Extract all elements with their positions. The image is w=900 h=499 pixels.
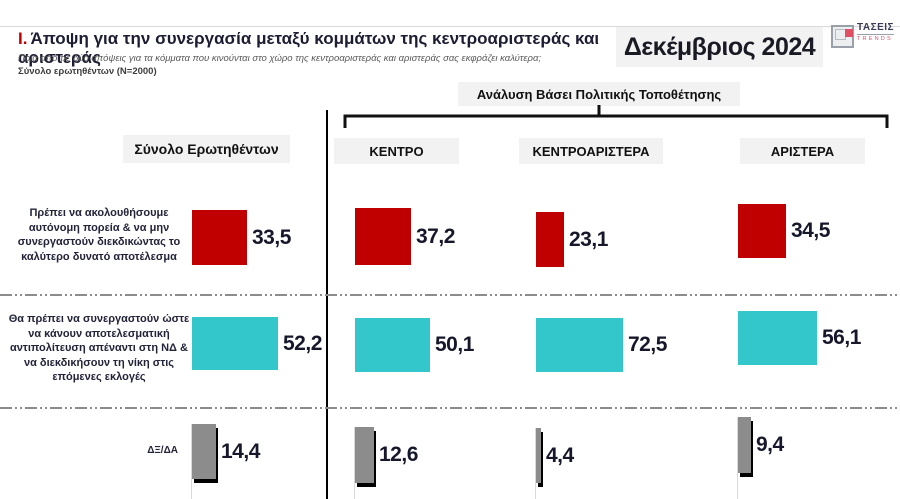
- bar-cell-row1-total: 33,5: [192, 210, 291, 265]
- bar-cell-row1-center: 37,2: [355, 208, 455, 265]
- bar-cell-row3-left: 9,4: [738, 417, 784, 473]
- bar-row1-center: [355, 208, 411, 265]
- bar-row2-total: [192, 317, 278, 370]
- bar-cell-row3-centerleft: 4,4: [536, 428, 574, 483]
- title-text: Άποψη για την συνεργασία μεταξύ κομμάτων…: [18, 29, 600, 67]
- bar-row1-centerleft: [536, 212, 564, 267]
- column-header-centerleft: ΚΕΝΤΡΟΑΡΙΣΤΕΡΑ: [519, 138, 663, 164]
- logo-name: ΤΑΣΕΙΣ: [857, 22, 895, 35]
- row-label-cooperate: Θα πρέπει να συνεργαστούν ώστε να κάνουν…: [8, 313, 190, 384]
- bar-row2-left: [738, 311, 817, 365]
- row-divider-1: [0, 294, 900, 296]
- question-subtitle: Ποια από τις δύο απόψεις για τα κόμματα …: [18, 53, 542, 64]
- column-header-total: Σύνολο Ερωτηθέντων: [123, 135, 290, 163]
- row-divider-2: [0, 407, 900, 409]
- bar-value-label: 72,5: [628, 333, 667, 356]
- bar-cell-row2-total: 52,2: [192, 317, 322, 370]
- bar-cell-row3-total: 14,4: [192, 424, 260, 479]
- bar-value-label: 9,4: [756, 433, 784, 456]
- bar-value-label: 4,4: [546, 443, 574, 467]
- bar-row1-total: [192, 210, 247, 265]
- column-header-center: ΚΕΝΤΡΟ: [334, 138, 459, 164]
- bar-value-label: 12,6: [379, 443, 418, 466]
- bar-value-label: 23,1: [569, 227, 608, 251]
- bar-value-label: 34,5: [791, 219, 830, 242]
- bar-cell-row2-left: 56,1: [738, 311, 861, 365]
- bar-cell-row1-left: 34,5: [738, 204, 830, 258]
- bar-row3-center: [355, 427, 374, 483]
- bar-value-label: 14,4: [221, 439, 260, 463]
- bar-value-label: 37,2: [416, 224, 455, 248]
- top-divider-line: [0, 26, 900, 27]
- bar-value-label: 56,1: [822, 326, 861, 349]
- bar-cell-row2-centerleft: 72,5: [536, 318, 667, 372]
- logo-mark-icon: [831, 25, 854, 48]
- row-label-dont-know: ΔΞ/ΔΑ: [147, 445, 178, 456]
- logo-texts: ΤΑΣΕΙΣ TRENDS: [857, 22, 895, 42]
- axis-line: [535, 428, 536, 499]
- bar-row1-left: [738, 204, 786, 258]
- bar-row3-centerleft: [536, 428, 541, 483]
- bar-cell-row1-centerleft: 23,1: [536, 212, 608, 267]
- bar-row3-left: [738, 417, 751, 473]
- bar-value-label: 52,2: [283, 331, 322, 355]
- date-badge: Δεκέμβριος 2024: [616, 27, 823, 67]
- column-header-left: ΑΡΙΣΤΕΡΑ: [740, 138, 865, 164]
- sample-size-note: Σύνολο ερωτηθέντων (N=2000): [18, 66, 157, 77]
- axis-line: [737, 417, 738, 499]
- row-label-autonomous-course: Πρέπει να ακολουθήσουμε αυτόνομη πορεία …: [17, 207, 181, 263]
- taseis-trends-logo: ΤΑΣΕΙΣ TRENDS: [831, 23, 897, 55]
- axis-line: [354, 427, 355, 499]
- title-number-prefix: I.: [18, 29, 28, 48]
- bar-cell-row3-center: 12,6: [355, 427, 418, 483]
- bar-row2-center: [355, 318, 430, 372]
- bar-cell-row2-center: 50,1: [355, 318, 474, 372]
- bar-row3-total: [192, 424, 216, 479]
- logo-red-square: [845, 29, 853, 37]
- bar-value-label: 33,5: [252, 225, 291, 249]
- page-title: I. Άποψη για την συνεργασία μεταξύ κομμάτ…: [18, 29, 608, 67]
- analysis-header-box: Ανάλυση Βάσει Πολιτικής Τοποθέτησης: [458, 82, 740, 106]
- bar-value-label: 50,1: [435, 333, 474, 356]
- bracket-connector: [343, 105, 889, 128]
- axis-line: [191, 424, 192, 499]
- logo-subname: TRENDS: [857, 35, 893, 42]
- bar-row2-centerleft: [536, 318, 623, 372]
- vertical-divider: [326, 110, 328, 499]
